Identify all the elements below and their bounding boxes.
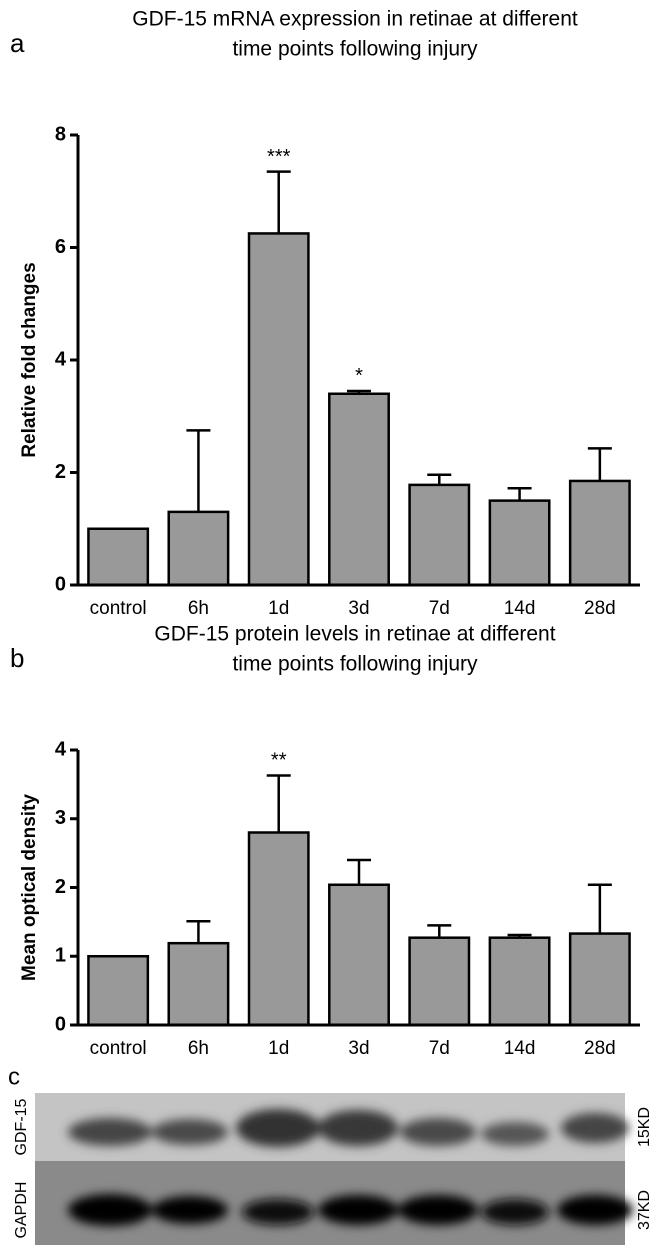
bar	[410, 485, 469, 585]
y-tick-label: 2	[55, 461, 66, 483]
y-tick-label: 0	[55, 573, 66, 595]
x-tick-label: 14d	[504, 598, 536, 619]
chart-title: time points following injury	[232, 653, 478, 676]
bar	[88, 956, 147, 1025]
bar	[249, 233, 308, 585]
bar	[570, 934, 629, 1025]
row-label: GAPDH	[13, 1182, 30, 1239]
size-label: 37KD	[636, 1190, 653, 1230]
significance: **	[271, 750, 287, 772]
error-bar	[588, 885, 612, 934]
western-blot: c GDF-15 GAPDH 15KD 37KD	[8, 1063, 653, 1245]
bar	[169, 512, 228, 585]
bar	[249, 833, 308, 1026]
error-bar	[427, 925, 451, 937]
y-tick-label: 1	[55, 945, 66, 967]
x-tick-label: 28d	[584, 598, 616, 619]
chart-title: GDF-15 protein levels in retinae at diff…	[154, 623, 555, 646]
x-tick-label: 7d	[429, 598, 450, 619]
error-bar	[267, 775, 291, 832]
x-tick-label: 3d	[348, 598, 369, 619]
size-label: 15KD	[636, 1107, 653, 1147]
bar	[329, 394, 388, 585]
x-tick-label: 7d	[429, 1038, 450, 1059]
bar	[490, 938, 549, 1025]
bar	[169, 943, 228, 1025]
y-tick-label: 8	[55, 123, 66, 145]
error-bar	[347, 860, 371, 885]
chart: a GDF-15 mRNA expression in retinae at di…	[10, 8, 640, 619]
x-tick-label: 6h	[188, 1038, 209, 1059]
y-tick-label: 4	[55, 348, 67, 370]
x-tick-label: 28d	[584, 1038, 616, 1059]
x-tick-label: 3d	[348, 1038, 369, 1059]
x-tick-label: 14d	[504, 1038, 536, 1059]
row-label: GDF-15	[13, 1098, 30, 1155]
x-tick-label: 1d	[268, 1038, 289, 1059]
y-tick-label: 0	[55, 1013, 66, 1035]
bar	[410, 938, 469, 1025]
chart-title: GDF-15 mRNA expression in retinae at dif…	[132, 8, 578, 31]
y-tick-label: 2	[55, 876, 66, 898]
panel-label: b	[10, 643, 24, 673]
error-bar	[267, 172, 291, 234]
figure: c GDF-15 GAPDH 15KD 37KD a GDF-15 mRNA ex…	[0, 0, 660, 1245]
bar	[570, 481, 629, 585]
panel-label: a	[10, 28, 25, 58]
bar	[329, 885, 388, 1025]
x-tick-label: 6h	[188, 598, 209, 619]
y-tick-label: 4	[55, 738, 67, 760]
error-bar	[508, 488, 532, 500]
error-bar	[427, 475, 451, 485]
x-tick-label: 1d	[268, 598, 289, 619]
y-tick-label: 6	[55, 236, 66, 258]
error-bar	[186, 430, 210, 512]
chart: b GDF-15 protein levels in retinae at dif…	[10, 623, 640, 1059]
y-axis-label: Relative fold changes	[19, 262, 40, 457]
bar	[490, 501, 549, 585]
error-bar	[588, 448, 612, 481]
chart-title: time points following injury	[232, 38, 478, 61]
x-tick-label: control	[90, 1038, 147, 1059]
panel-label: c	[8, 1063, 20, 1090]
bar	[88, 529, 147, 585]
significance: *	[355, 365, 363, 387]
y-axis-label: Mean optical density	[19, 794, 40, 981]
error-bar	[186, 921, 210, 943]
y-tick-label: 3	[55, 807, 66, 829]
significance: ***	[267, 146, 291, 168]
x-tick-label: control	[90, 598, 147, 619]
